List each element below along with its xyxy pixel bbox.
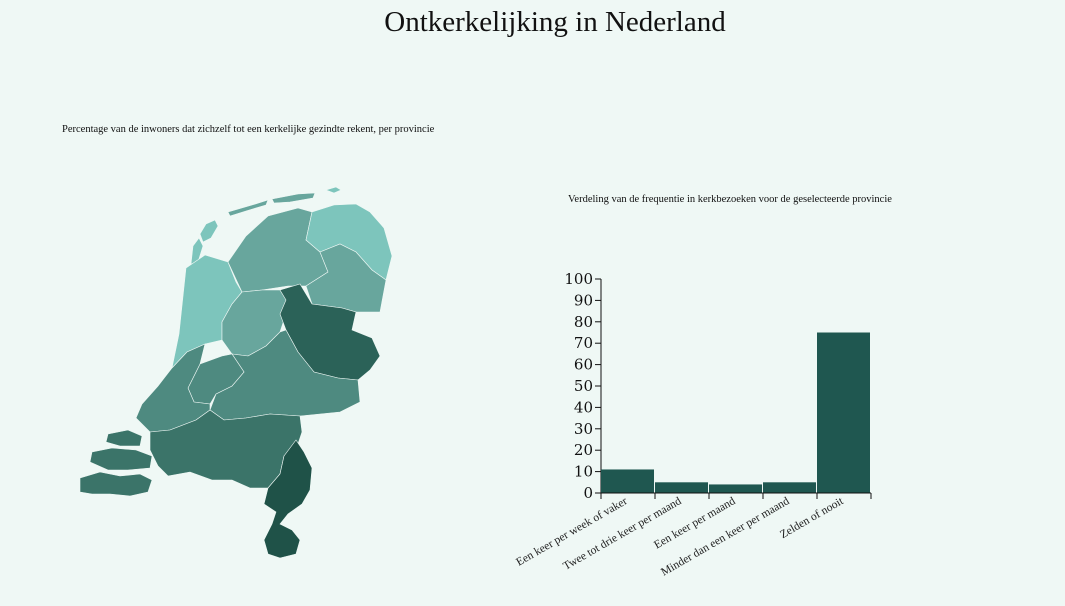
island-vlieland-terschelling[interactable]: [227, 199, 269, 217]
y-tick-label: 20: [574, 441, 593, 459]
bar[interactable]: [817, 332, 870, 494]
y-tick-label: 100: [564, 270, 593, 288]
y-tick-label: 10: [574, 463, 593, 481]
bars: [601, 332, 870, 494]
province-drenthe[interactable]: [305, 243, 387, 313]
y-tick-label: 90: [574, 291, 593, 309]
y-tick-label: 80: [574, 313, 593, 331]
bar[interactable]: [709, 484, 762, 493]
bar[interactable]: [655, 482, 708, 493]
island-small[interactable]: [190, 237, 204, 265]
page-title: Ontkerkelijking in Nederland: [384, 6, 726, 38]
province-gelderland[interactable]: [209, 329, 361, 421]
y-tick-label: 0: [583, 484, 593, 502]
island-rottum[interactable]: [325, 186, 342, 194]
island-ameland-schier[interactable]: [271, 192, 316, 204]
map-caption: Percentage van de inwoners dat zichzelf …: [62, 124, 435, 135]
y-tick-label: 40: [574, 398, 593, 416]
bar[interactable]: [763, 482, 816, 493]
y-tick-label: 70: [574, 334, 593, 352]
y-axis: 0 10 20 30 40 50 60 70 80 90 100: [564, 270, 602, 502]
island-texel[interactable]: [199, 219, 219, 243]
province-zeeland-north[interactable]: [105, 429, 143, 447]
y-tick-label: 60: [574, 356, 593, 374]
province-overijssel[interactable]: [279, 283, 381, 381]
province-limburg[interactable]: [263, 439, 313, 559]
province-zeeland-south[interactable]: [79, 471, 153, 497]
y-tick-label: 50: [574, 377, 593, 395]
y-tick-label: 30: [574, 420, 593, 438]
bar[interactable]: [601, 469, 654, 493]
province-zeeland-middle[interactable]: [89, 447, 153, 471]
bar-chart-title: Verdeling van de frequentie in kerkbezoe…: [568, 194, 892, 205]
